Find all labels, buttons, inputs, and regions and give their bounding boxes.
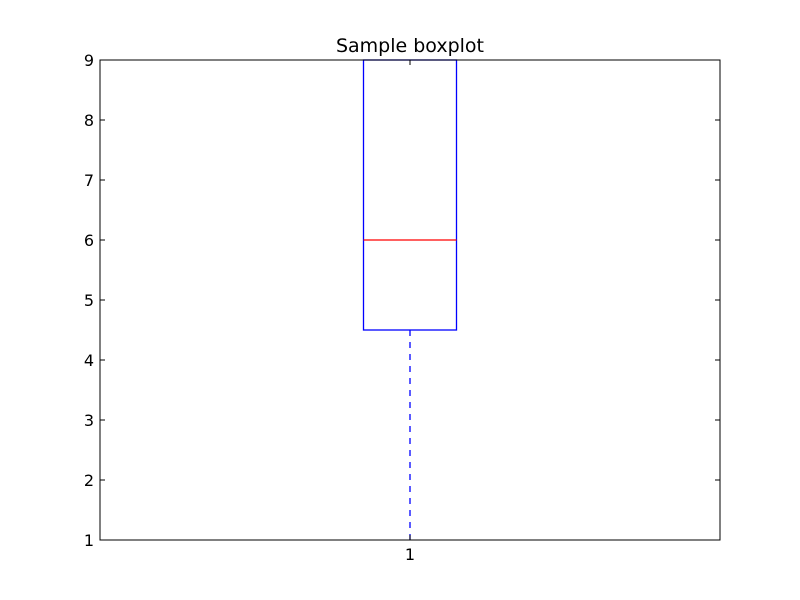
y-tick-label: 5 bbox=[84, 291, 94, 310]
plot-area bbox=[362, 59, 458, 541]
x-axis: 1 bbox=[405, 60, 415, 564]
y-tick-label: 7 bbox=[84, 171, 94, 190]
chart-title: Sample boxplot bbox=[336, 35, 484, 57]
y-tick-label: 6 bbox=[84, 231, 94, 250]
y-tick-label: 1 bbox=[84, 531, 94, 550]
y-tick-label: 8 bbox=[84, 111, 94, 130]
y-axis: 1 2 3 4 5 6 7 8 9 bbox=[84, 51, 720, 550]
y-tick-label: 2 bbox=[84, 471, 94, 490]
y-tick-label: 4 bbox=[84, 351, 94, 370]
y-tick-label: 3 bbox=[84, 411, 94, 430]
x-tick-label: 1 bbox=[405, 545, 415, 564]
box-group bbox=[362, 59, 458, 541]
iqr-box bbox=[362, 59, 458, 331]
y-tick-label: 9 bbox=[84, 51, 94, 70]
